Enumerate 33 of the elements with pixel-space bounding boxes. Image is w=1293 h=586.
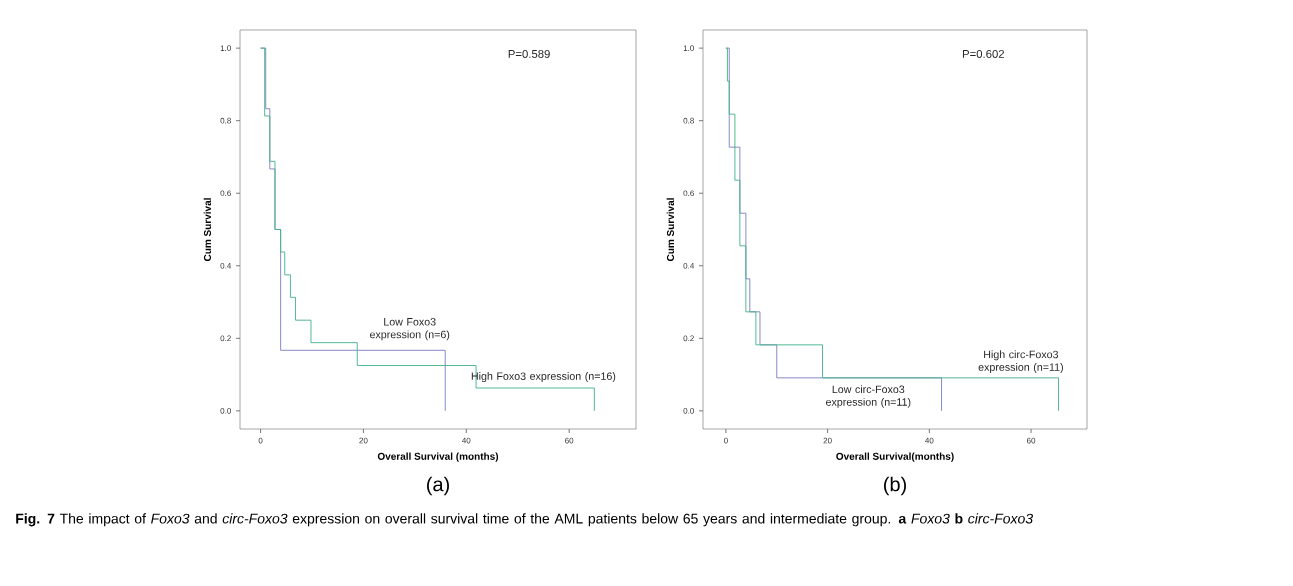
y-tick-label: 1.0	[220, 45, 231, 51]
y-tick-label: 0.8	[683, 117, 694, 124]
y-tick-label: 0.2	[683, 335, 694, 342]
y-tick-label: 1.0	[683, 45, 694, 51]
text: Fig. 7 The impact of Foxo3 and circ-Foxo3 expression on overall survival time of the AML patients below 65 years and intermediate group. a Foxo3 b circ-Foxo3	[16, 513, 1033, 527]
y-tick-label: 0.6	[220, 190, 231, 197]
annotation: P=0.589	[508, 49, 550, 58]
y-tick-label: 0.4	[220, 262, 232, 269]
y-tick-label: 0.8	[220, 117, 231, 124]
x-axis-title: Overall Survival(months)	[836, 452, 954, 462]
text: (a)	[427, 476, 449, 496]
x-tick-label: 60	[565, 437, 574, 444]
x-tick-label: 0	[258, 437, 263, 444]
x-tick-label: 40	[462, 437, 471, 444]
y-axis-title: Cum Survival	[203, 198, 212, 262]
y-tick-label: 0.0	[683, 408, 694, 414]
annotation: P=0.602	[962, 49, 1005, 58]
x-tick-label: 20	[823, 437, 832, 444]
x-axis-title: Overall Survival (months)	[377, 452, 499, 462]
y-axis-title: Cum Survival	[666, 198, 675, 262]
series-label: High Foxo3 expression (n=16)	[471, 372, 616, 383]
text: (b)	[884, 476, 906, 496]
x-tick-label: 20	[359, 437, 368, 444]
y-tick-label: 0.6	[683, 190, 694, 197]
series-label: High circ-Foxo3 expression (n=11)	[978, 350, 1063, 373]
y-tick-label: 0.4	[683, 262, 695, 269]
x-tick-label: 60	[1027, 437, 1036, 444]
x-tick-label: 40	[925, 437, 934, 444]
y-tick-label: 0.2	[220, 335, 231, 342]
y-tick-label: 0.0	[220, 408, 231, 414]
series-label: Low circ-Foxo3 expression (n=11)	[826, 385, 911, 408]
x-tick-label: 0	[723, 437, 728, 444]
series-label: Low Foxo3 expression (n=6)	[370, 318, 450, 341]
